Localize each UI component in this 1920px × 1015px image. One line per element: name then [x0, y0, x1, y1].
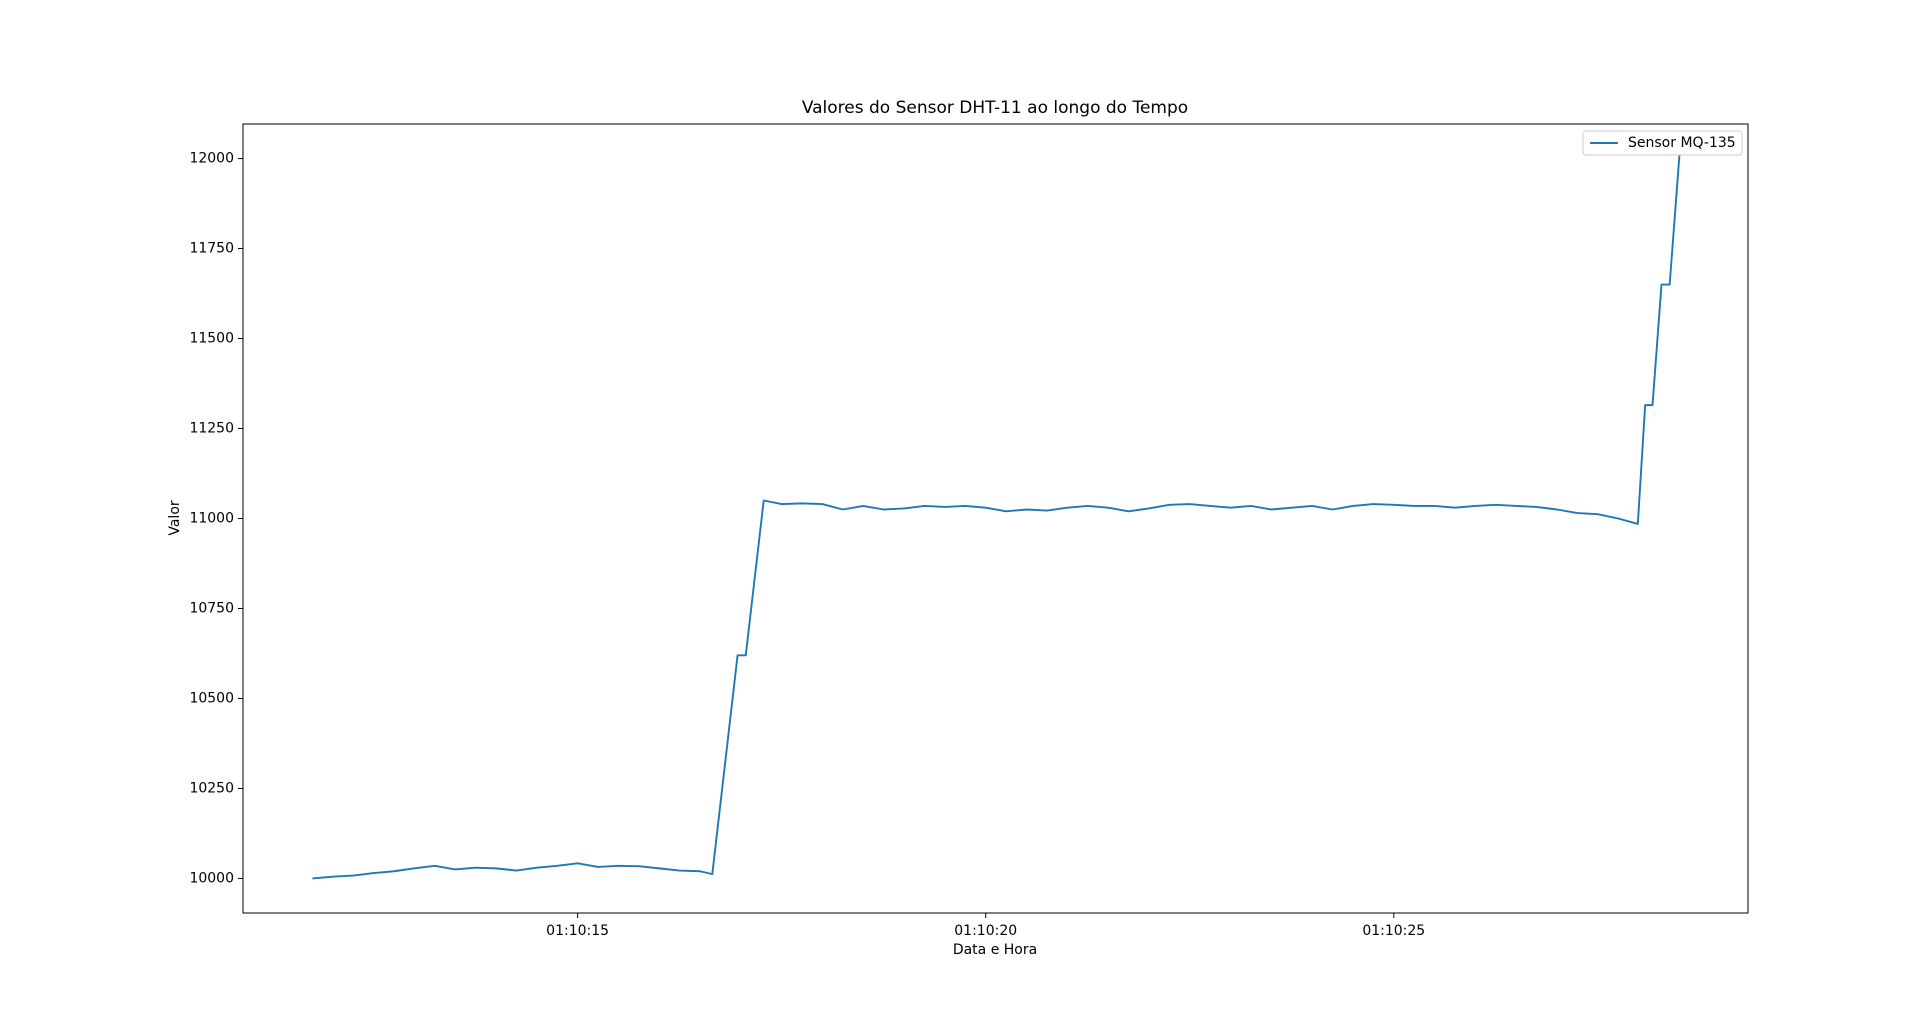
x-tick-label: 01:10:25 [1362, 923, 1425, 939]
y-tick-label: 11750 [189, 241, 234, 257]
y-tick-label: 12000 [189, 151, 234, 167]
x-axis-label: Data e Hora [953, 942, 1037, 958]
x-tick-label: 01:10:15 [546, 923, 609, 939]
legend-label: Sensor MQ-135 [1628, 135, 1736, 151]
legend-box [1582, 130, 1743, 156]
y-tick-label: 11000 [189, 511, 234, 527]
y-tick-label: 11500 [189, 331, 234, 347]
y-tick-label: 10750 [189, 600, 234, 616]
y-axis-label: Valor [167, 500, 183, 536]
x-tick-label: 01:10:20 [954, 923, 1017, 939]
y-tick-label: 10500 [189, 690, 234, 706]
y-tick-label: 10250 [189, 780, 234, 796]
y-tick-label: 11250 [189, 421, 234, 437]
plot-frame [242, 123, 1749, 914]
y-tick-label: 10000 [189, 870, 234, 886]
data-line [312, 154, 1681, 880]
chart-title: Valores do Sensor DHT-11 ao longo do Tem… [802, 98, 1188, 118]
